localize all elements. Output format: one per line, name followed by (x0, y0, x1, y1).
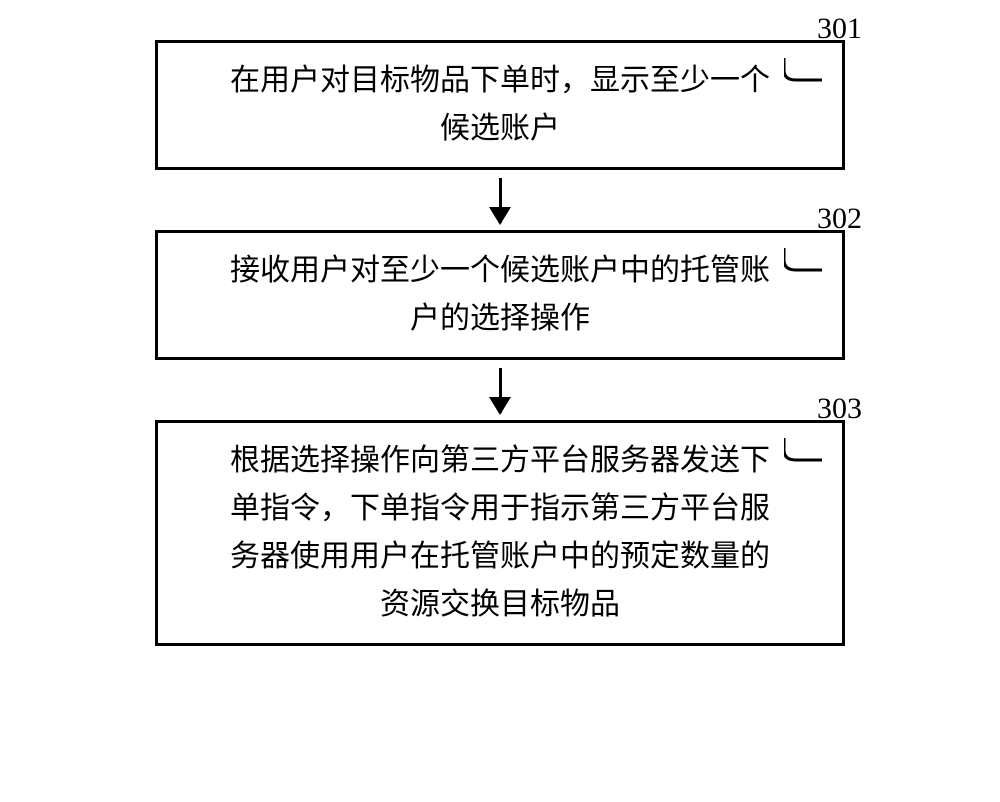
step-text-301-line2: 候选账户 (178, 105, 822, 153)
step-box-301: 301 在用户对目标物品下单时，显示至少一个 候选账户 (155, 40, 845, 170)
arrow-2 (50, 360, 950, 420)
label-bracket-303 (784, 438, 834, 468)
flowchart-container: 301 在用户对目标物品下单时，显示至少一个 候选账户 302 接收用户对至少一… (50, 40, 950, 646)
step-label-302: 302 (817, 195, 862, 243)
step-wrapper-301: 301 在用户对目标物品下单时，显示至少一个 候选账户 (50, 40, 950, 170)
step-box-302: 302 接收用户对至少一个候选账户中的托管账 户的选择操作 (155, 230, 845, 360)
step-text-301-line1: 在用户对目标物品下单时，显示至少一个 (178, 57, 822, 105)
step-label-301: 301 (817, 5, 862, 53)
step-box-303: 303 根据选择操作向第三方平台服务器发送下 单指令，下单指令用于指示第三方平台… (155, 420, 845, 646)
step-wrapper-302: 302 接收用户对至少一个候选账户中的托管账 户的选择操作 (50, 230, 950, 360)
step-text-302-line1: 接收用户对至少一个候选账户中的托管账 (178, 247, 822, 295)
label-bracket-302 (784, 248, 834, 278)
step-wrapper-303: 303 根据选择操作向第三方平台服务器发送下 单指令，下单指令用于指示第三方平台… (50, 420, 950, 646)
arrow-1 (50, 170, 950, 230)
step-text-303-line1: 根据选择操作向第三方平台服务器发送下 (178, 437, 822, 485)
step-text-303-line4: 资源交换目标物品 (178, 581, 822, 629)
label-bracket-301 (784, 58, 834, 88)
step-text-303-line3: 务器使用用户在托管账户中的预定数量的 (178, 533, 822, 581)
step-text-303-line2: 单指令，下单指令用于指示第三方平台服 (178, 485, 822, 533)
step-label-303: 303 (817, 385, 862, 433)
step-text-302-line2: 户的选择操作 (178, 295, 822, 343)
